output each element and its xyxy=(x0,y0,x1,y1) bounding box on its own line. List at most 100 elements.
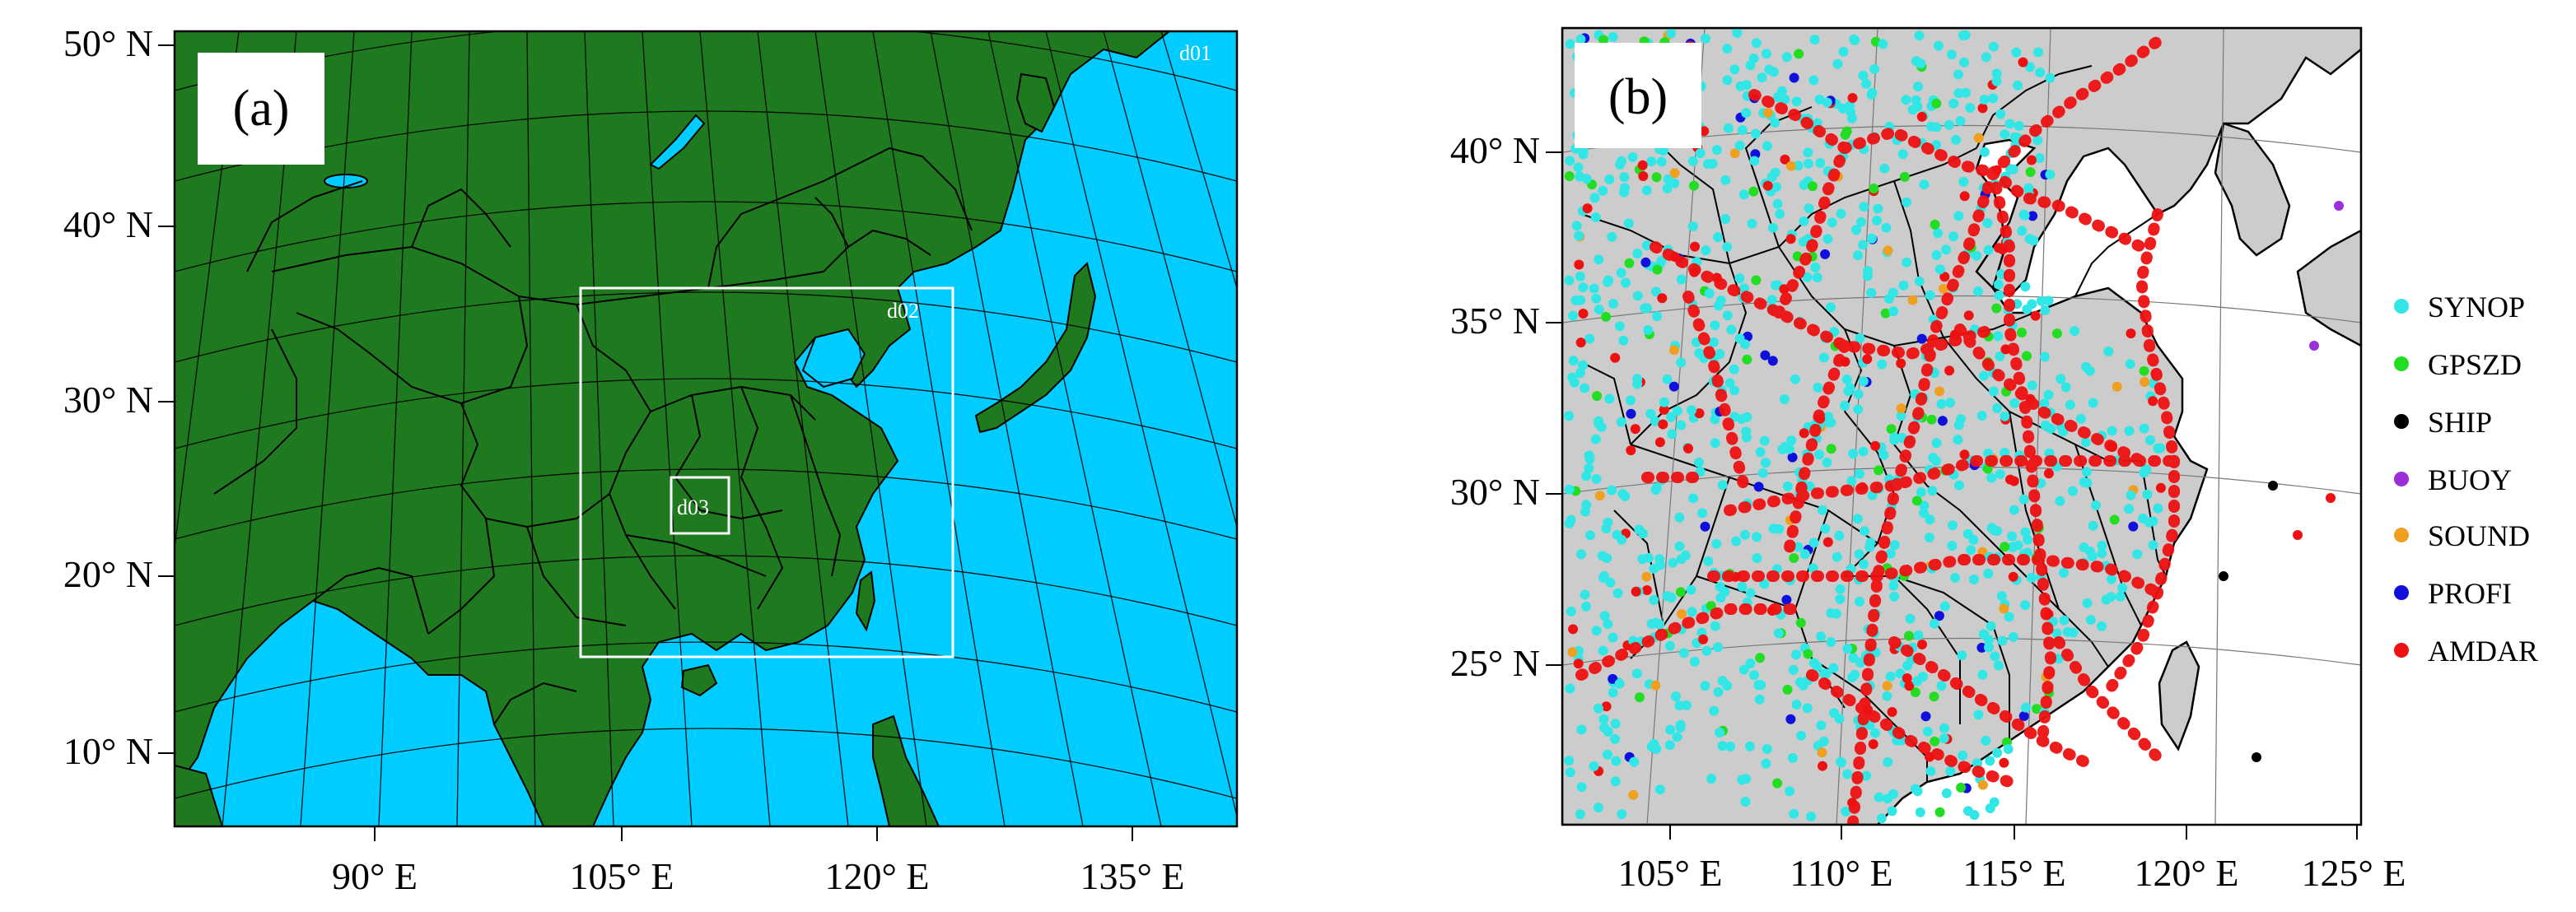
station-dot xyxy=(1914,30,1925,41)
station-dot xyxy=(2008,571,2018,582)
station-dot xyxy=(1641,185,1652,196)
station-dot xyxy=(1959,57,1969,67)
station-dots xyxy=(1564,28,2344,824)
station-dot xyxy=(1631,668,1642,679)
station-dot xyxy=(1962,528,1973,539)
station-dot xyxy=(1848,449,1859,459)
station-dot xyxy=(2128,521,2139,532)
station-dot xyxy=(1931,438,1942,449)
station-dot xyxy=(1701,33,1710,44)
station-dot xyxy=(1566,606,1576,617)
station-dot xyxy=(1674,700,1685,711)
lat-label-40n-b: 40° N xyxy=(1450,129,1540,171)
station-dot xyxy=(1826,302,1836,313)
station-dot xyxy=(1818,352,1829,363)
station-dot xyxy=(1584,333,1595,344)
station-dot xyxy=(1690,241,1700,252)
lat-label-20n: 20° N xyxy=(63,553,153,595)
station-dot xyxy=(1995,351,2005,361)
station-dot xyxy=(1745,60,1756,71)
station-dot xyxy=(1713,686,1724,697)
station-dot xyxy=(1698,634,1709,644)
station-dot xyxy=(1826,607,1836,618)
station-dot xyxy=(2145,435,2155,445)
station-dot xyxy=(1576,724,1587,735)
station-dot xyxy=(1574,230,1584,241)
station-dot xyxy=(1766,295,1777,305)
station-dot xyxy=(1810,262,1821,272)
station-dot xyxy=(1855,597,1864,607)
station-dot xyxy=(1751,275,1762,286)
station-dot xyxy=(1889,591,1900,602)
station-dot xyxy=(1770,118,1780,128)
station-dot xyxy=(1616,268,1626,278)
station-dot xyxy=(1662,374,1673,384)
station-dot xyxy=(1849,34,1860,44)
station-dot xyxy=(1907,105,1918,115)
station-dot xyxy=(1632,291,1643,301)
station-dot xyxy=(1931,249,1942,260)
station-dot xyxy=(1780,154,1790,165)
station-dot xyxy=(1762,141,1772,151)
station-dot xyxy=(1594,305,1604,314)
station-dot xyxy=(1640,303,1650,314)
station-dot xyxy=(1651,172,1662,183)
lat-label-30n-b: 30° N xyxy=(1450,471,1540,513)
station-dot xyxy=(2148,540,2158,551)
station-dot xyxy=(1654,784,1665,795)
station-dot xyxy=(1675,587,1686,598)
station-dot xyxy=(2045,170,2056,179)
station-dot xyxy=(1985,756,1995,766)
station-dot xyxy=(1738,189,1749,200)
station-dot xyxy=(1689,656,1700,667)
station-dot xyxy=(1953,480,1964,491)
station-dot xyxy=(1973,710,1984,720)
station-dot xyxy=(1711,145,1722,156)
station-dot xyxy=(1912,676,1923,686)
station-dot xyxy=(1837,103,1848,114)
station-dot xyxy=(1834,530,1845,541)
station-dot xyxy=(1662,184,1673,194)
domain-box-d02 xyxy=(579,286,954,658)
station-dot xyxy=(1710,621,1720,631)
station-dot xyxy=(1896,411,1906,421)
station-dot xyxy=(1976,642,1987,653)
station-dot xyxy=(1564,411,1575,421)
map-panel-b: (b) 40° N 35° N 30° N 25° N 105° E 110° … xyxy=(1450,26,2538,894)
lat-label-30n: 30° N xyxy=(63,379,153,421)
station-dot xyxy=(2106,592,2116,603)
station-dot xyxy=(1953,69,1963,80)
station-dot xyxy=(1808,75,1819,86)
station-dot xyxy=(1766,172,1777,183)
map-panel-a: d01 d02 d03 (a) 50° N 40° N 30° N 20° N … xyxy=(63,22,1239,897)
station-dot xyxy=(1735,81,1746,91)
station-dot xyxy=(1603,749,1612,760)
station-dot xyxy=(1883,793,1893,804)
station-dot xyxy=(1835,593,1846,604)
station-dot xyxy=(1628,789,1639,800)
station-dot xyxy=(1986,472,1997,483)
station-dot xyxy=(1794,49,1804,59)
station-dot xyxy=(1802,703,1813,714)
station-dot xyxy=(1958,30,1968,40)
station-dot xyxy=(1931,122,1942,133)
station-dot xyxy=(1889,540,1900,551)
station-dot xyxy=(1669,178,1680,188)
station-dot xyxy=(1802,272,1813,282)
station-dot xyxy=(1564,484,1575,495)
station-dot xyxy=(1742,354,1752,365)
station-dot xyxy=(1994,290,2004,300)
amdar-tracks xyxy=(1575,35,2180,825)
station-dot xyxy=(2058,567,2069,578)
station-dot xyxy=(2020,282,2031,292)
station-dot xyxy=(1883,294,1894,304)
station-dot xyxy=(2091,500,2102,510)
station-dot xyxy=(1598,570,1609,581)
station-dot xyxy=(1722,44,1733,54)
station-dot xyxy=(1676,554,1687,565)
station-dot xyxy=(1695,148,1706,159)
station-dot xyxy=(1651,483,1662,493)
station-dot xyxy=(1795,617,1806,628)
station-dot xyxy=(2023,534,2033,545)
station-dot xyxy=(1668,557,1678,568)
